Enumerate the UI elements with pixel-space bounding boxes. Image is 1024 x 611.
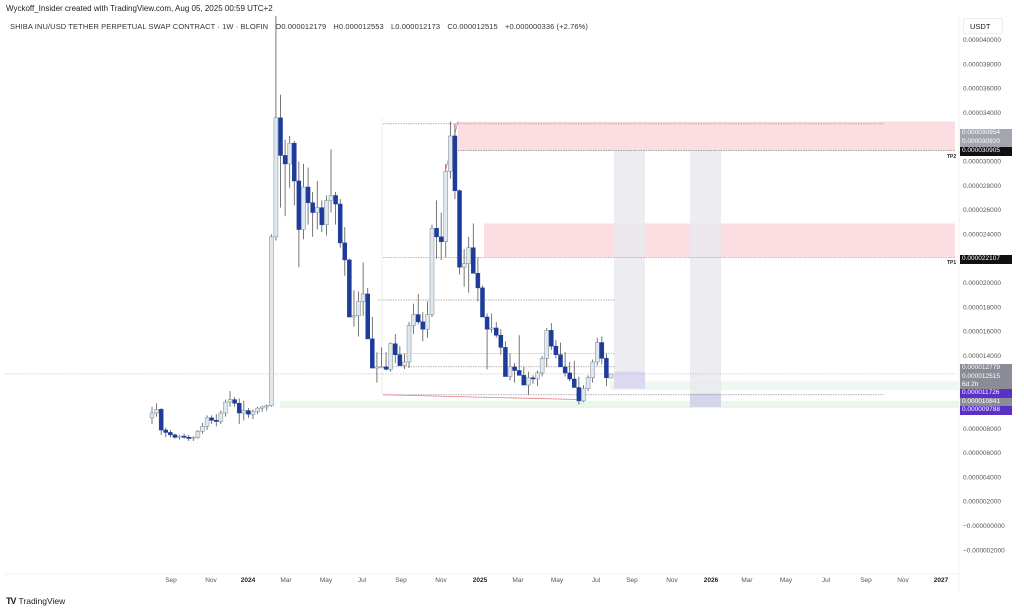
time-tick: Jul	[592, 577, 601, 584]
time-tick: Nov	[666, 577, 678, 584]
price-tag: 0.000012515	[960, 373, 1012, 382]
chart-credit: Wyckoff_Insider created with TradingView…	[6, 4, 273, 13]
price-tag: 6d 2h	[960, 381, 1012, 390]
tradingview-logo[interactable]: TV TradingView	[6, 596, 65, 606]
price-tick: −0.000002000	[963, 547, 1005, 554]
price-tick: 0.000018000	[963, 304, 1001, 311]
price-tag: 0.000010841	[960, 398, 1012, 407]
ohlc-high: H0.000012553	[333, 22, 384, 31]
price-tick: 0.000038000	[963, 61, 1001, 68]
price-tick: 0.000028000	[963, 183, 1001, 190]
ohlc-change: +0.000000336 (+2.76%)	[505, 22, 588, 31]
tp2-label: TP2	[947, 154, 957, 160]
ohlc-open: O0.000012179	[275, 22, 327, 31]
price-tag: 0.000022107	[960, 255, 1012, 264]
price-chart[interactable]: 0.000040000 0.000038000 0.000036000 0.00003…	[4, 16, 1018, 592]
currency-unit-button[interactable]: USDT	[963, 18, 1003, 34]
time-tick: Nov	[435, 577, 447, 584]
price-tick: 0.000002000	[963, 499, 1001, 506]
tradingview-logo-icon: TV	[6, 596, 16, 606]
price-tick: 0.000004000	[963, 474, 1001, 481]
time-tick: Sep	[165, 577, 177, 584]
time-tick: Mar	[280, 577, 292, 584]
price-tick: 0.000020000	[963, 280, 1001, 287]
price-tick: 0.000016000	[963, 329, 1001, 336]
price-tick: 0.000014000	[963, 353, 1001, 360]
price-tag: 0.000030905	[960, 147, 1012, 156]
price-tick: 0.000024000	[963, 231, 1001, 238]
price-tick: 0.000040000	[963, 37, 1001, 44]
time-tick: Jul	[822, 577, 831, 584]
price-tick: 0.000026000	[963, 207, 1001, 214]
price-tag: 0.000030954	[960, 129, 1012, 138]
time-tick: May	[780, 577, 793, 584]
time-tick: Nov	[897, 577, 909, 584]
time-tick: 2026	[704, 577, 719, 584]
price-tick: 0.000034000	[963, 110, 1001, 117]
time-tick: May	[551, 577, 564, 584]
price-tick: 0.000008000	[963, 426, 1001, 433]
time-tick: 2027	[934, 577, 949, 584]
time-tick: 2024	[241, 577, 256, 584]
time-tick: Nov	[205, 577, 217, 584]
price-tick: 0.000030000	[963, 159, 1001, 166]
time-tick: Sep	[395, 577, 407, 584]
brand-name: TradingView	[18, 596, 66, 606]
price-tick: 0.000036000	[963, 86, 1001, 93]
time-tick: Mar	[741, 577, 753, 584]
ohlc-low: L0.000012173	[391, 22, 441, 31]
chart-frame[interactable]: 0.000040000 0.000038000 0.000036000 0.00003…	[4, 16, 1018, 592]
price-tag: 0.000011726	[960, 389, 1012, 398]
price-tag: 0.000030920	[960, 138, 1012, 147]
price-tick: −0.000000000	[963, 523, 1005, 530]
time-tick: Sep	[626, 577, 638, 584]
time-tick: Jul	[358, 577, 367, 584]
price-tag: 0.000012779	[960, 364, 1012, 373]
ohlc-close: C0.000012515	[447, 22, 498, 31]
time-tick: Sep	[860, 577, 872, 584]
price-tag: 0.000009788	[960, 406, 1012, 415]
symbol-title: SHIBA INU/USD TETHER PERPETUAL SWAP CONT…	[10, 22, 269, 31]
tp1-label: TP1	[947, 260, 957, 266]
time-tick: Mar	[512, 577, 524, 584]
symbol-legend: SHIBA INU/USD TETHER PERPETUAL SWAP CONT…	[10, 22, 593, 31]
time-tick: May	[320, 577, 333, 584]
time-tick: 2025	[473, 577, 488, 584]
price-tick: 0.000006000	[963, 450, 1001, 457]
